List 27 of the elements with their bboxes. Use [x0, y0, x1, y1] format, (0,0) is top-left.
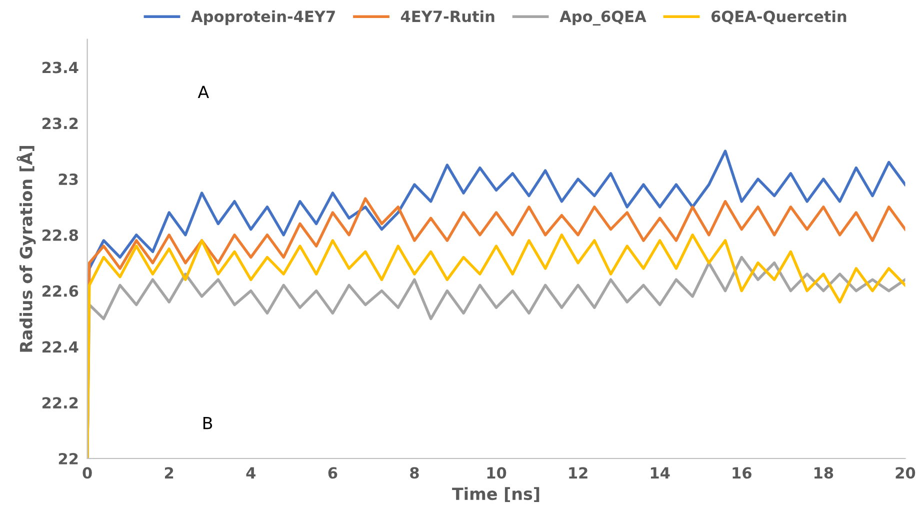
x-tick-label: 10	[487, 467, 506, 479]
x-tick-label: 16	[732, 467, 752, 479]
annotation: A	[198, 86, 209, 98]
y-tick-label: 23.4	[42, 62, 78, 74]
y-tick-label: 22.8	[42, 229, 78, 241]
x-tick-label: 0	[82, 467, 92, 479]
legend-label: Apoprotein-4EY7	[191, 10, 335, 26]
x-tick-label: 12	[569, 467, 588, 478]
legend-label: 6QEA-Quercetin	[711, 10, 846, 24]
legend-label: 4EY7-Rutin	[400, 10, 494, 22]
y-axis-title: Radius of Gyration [Å]	[16, 146, 36, 352]
y-tick-label: 22.6	[42, 285, 78, 297]
x-tick-label: 4	[246, 467, 256, 478]
y-tick-label: 22.2	[42, 397, 78, 408]
y-tick-label: 22	[58, 452, 78, 464]
x-tick-label: 6	[328, 467, 338, 479]
x-tick-label: 8	[410, 467, 419, 479]
y-tick-label: 23.2	[42, 118, 78, 130]
y-tick-label: 23	[58, 174, 78, 186]
annotation: B	[203, 417, 212, 430]
x-tick-label: 14	[650, 467, 670, 478]
x-tick-label: 20	[896, 467, 916, 479]
x-axis-title: Time [ns]	[452, 487, 540, 502]
legend-label: Apo_6QEA	[560, 10, 646, 26]
x-tick-label: 18	[814, 467, 834, 479]
x-tick-label: 2	[164, 467, 174, 478]
y-tick-label: 22.4	[42, 341, 78, 353]
